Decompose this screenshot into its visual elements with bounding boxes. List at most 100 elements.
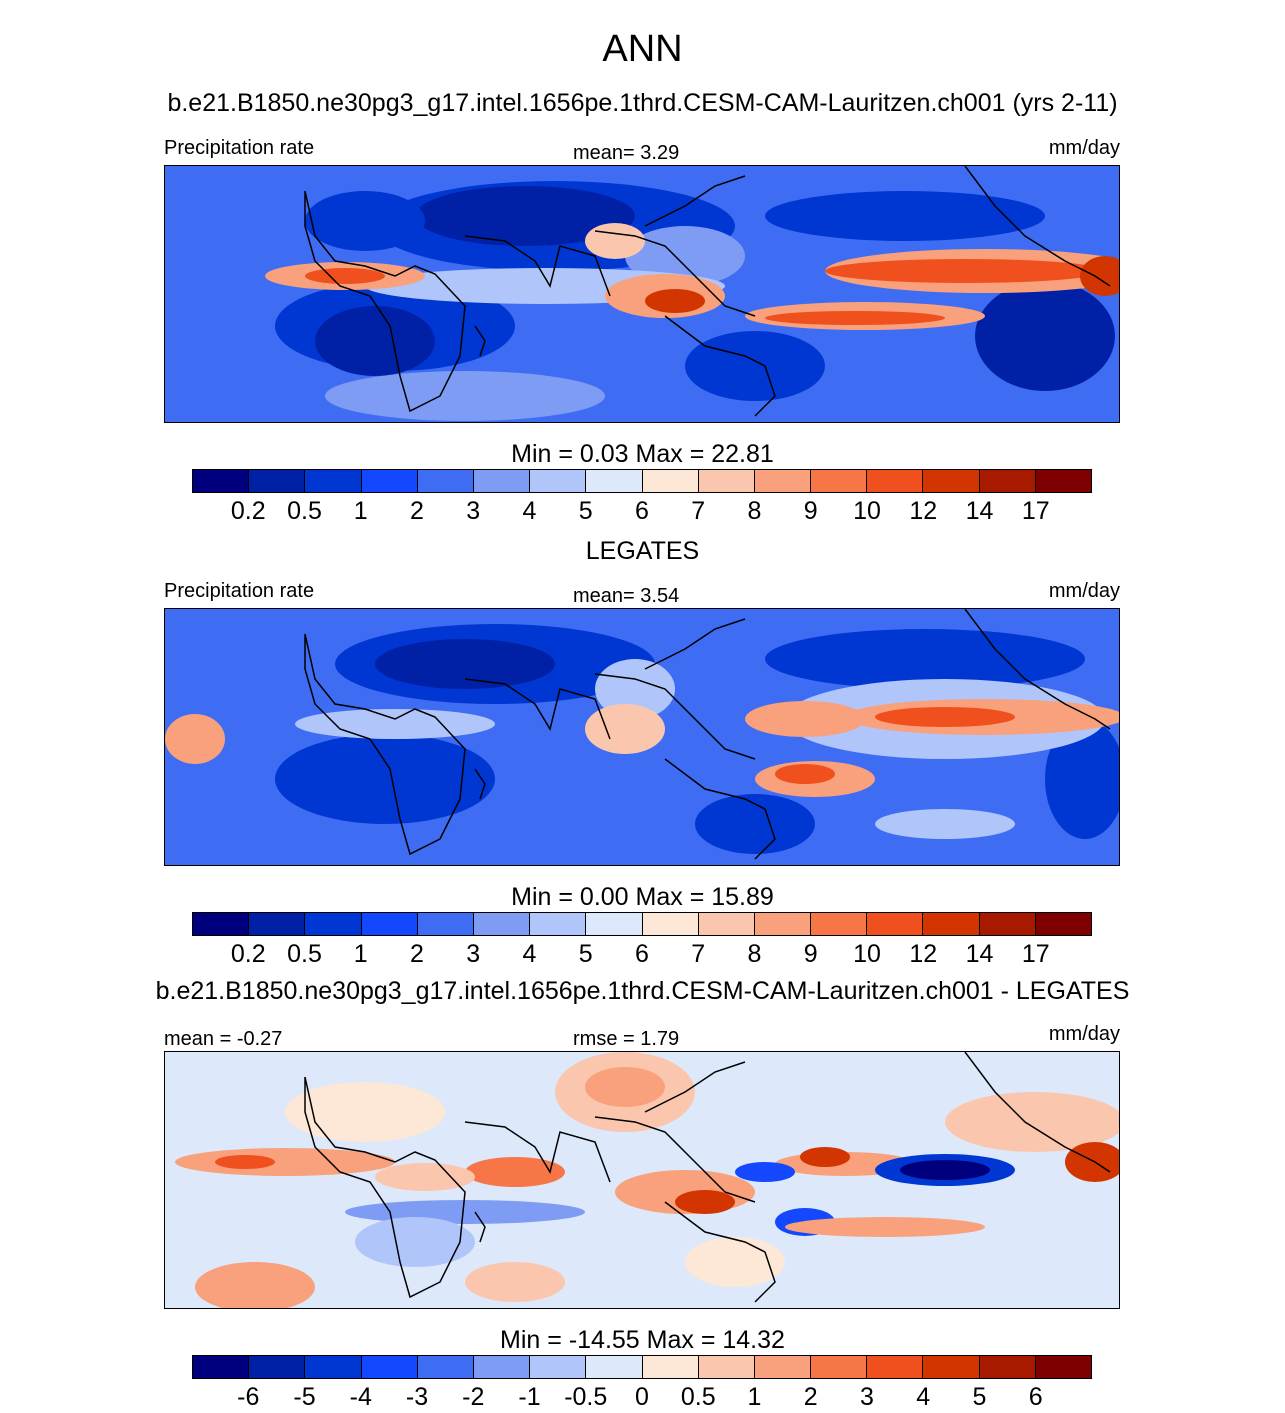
colorbar-segment: [361, 913, 418, 935]
colorbar-segment: [923, 913, 980, 935]
colorbar-tick-label: -1: [518, 1383, 541, 1411]
colorbar-tick-label: 4: [522, 497, 537, 525]
colorbar-tick-label: 9: [803, 940, 818, 968]
colorbar-tick-label: 17: [1021, 497, 1050, 525]
colorbar-segment: [867, 1356, 924, 1378]
colorbar-tick-label: 6: [635, 940, 649, 968]
colorbar-tick-label: 3: [860, 1383, 874, 1411]
colorbar-tick-label: -6: [237, 1383, 260, 1411]
panel-obs-colorbar-labels: 0.2 0.5 1 2 3 4 5 6 7 8 9 10 12 14 17: [192, 940, 1092, 970]
panel-model-mean-label: mean= 3.29: [573, 142, 680, 164]
panel-diff-colorbar: [192, 1355, 1092, 1379]
colorbar-segment: [249, 470, 306, 492]
colorbar-tick-label: 0.2: [230, 940, 266, 968]
panel-obs-variable-label: Precipitation rate: [164, 580, 315, 602]
colorbar-segment: [586, 470, 643, 492]
colorbar-tick-label: 1: [353, 497, 368, 525]
colorbar-segment: [586, 913, 643, 935]
colorbar-segment: [473, 913, 531, 935]
colorbar-segment: [867, 913, 924, 935]
colorbar-segment: [417, 913, 474, 935]
panel-diff-minmax: Min = -14.55 Max = 14.32: [500, 1326, 785, 1354]
coastlines: [304, 166, 1111, 417]
colorbar-tick-label: -2: [462, 1383, 485, 1411]
colorbar-segment: [642, 913, 699, 935]
colorbar-segment: [979, 1356, 1036, 1378]
panel-model-colorbar-labels: 0.2 0.5 1 2 3 4 5 6 7 8 9 10 12 14 17: [192, 497, 1092, 527]
panel-diff-map: [164, 1051, 1120, 1309]
colorbar-segment: [305, 1356, 362, 1378]
colorbar-tick-label: 5: [972, 1383, 987, 1411]
colorbar-tick-label: 7: [691, 497, 706, 525]
colorbar-segment: [811, 470, 868, 492]
colorbar-tick-label: 5: [578, 497, 593, 525]
panel-obs-map: [164, 608, 1120, 866]
colorbar-segment: [698, 1356, 755, 1378]
colorbar-segment: [642, 1356, 699, 1378]
panel-obs-units-label: mm/day: [1048, 580, 1120, 602]
precip-field: [265, 181, 1119, 421]
colorbar-segment: [1035, 913, 1091, 935]
panel-model-colorbar: [192, 469, 1092, 493]
colorbar-segment: [586, 1356, 643, 1378]
colorbar-tick-label: 12: [909, 497, 938, 525]
colorbar-tick-label: 14: [965, 497, 994, 525]
coastlines: [304, 609, 1111, 860]
colorbar-tick-label: 0.5: [680, 1383, 716, 1411]
colorbar-segment: [811, 1356, 868, 1378]
colorbar-tick-label: 1: [353, 940, 368, 968]
colorbar-segment: [923, 470, 980, 492]
panel-diff-units-label: mm/day: [1048, 1023, 1120, 1045]
coastlines: [304, 1052, 1111, 1303]
precip-field: [165, 624, 1119, 854]
colorbar-segment: [811, 913, 868, 935]
colorbar-tick-label: 2: [410, 940, 424, 968]
colorbar-segment: [530, 470, 587, 492]
colorbar-segment: [979, 913, 1036, 935]
colorbar-segment: [473, 470, 531, 492]
colorbar-segment: [361, 1356, 418, 1378]
colorbar-tick-label: 5: [578, 940, 593, 968]
colorbar-tick-label: -5: [293, 1383, 316, 1411]
colorbar-segment: [979, 470, 1036, 492]
colorbar-tick-label: 12: [909, 940, 938, 968]
panel-diff-mean-label: mean = -0.27: [164, 1028, 283, 1050]
panel-model-units-label: mm/day: [1048, 137, 1120, 159]
colorbar-tick-label: 4: [522, 940, 537, 968]
colorbar-segment: [417, 470, 474, 492]
colorbar-segment: [698, 913, 755, 935]
figure-title: ANN: [602, 28, 683, 70]
colorbar-tick-label: 0.2: [230, 497, 266, 525]
colorbar-segment: [754, 1356, 812, 1378]
panel-model-minmax: Min = 0.03 Max = 22.81: [511, 440, 774, 468]
colorbar-segment: [305, 913, 362, 935]
colorbar-tick-label: 3: [466, 940, 481, 968]
panel-diff-title: b.e21.B1850.ne30pg3_g17.intel.1656pe.1th…: [155, 977, 1130, 1005]
colorbar-tick-label: -4: [349, 1383, 372, 1411]
colorbar-tick-label: 10: [853, 497, 881, 525]
colorbar-tick-label: -0.5: [564, 1383, 608, 1411]
colorbar-tick-label: 6: [635, 497, 649, 525]
colorbar-segment: [417, 1356, 474, 1378]
colorbar-tick-label: 9: [803, 497, 818, 525]
colorbar-tick-label: 0.5: [287, 497, 322, 525]
colorbar-segment: [1035, 470, 1091, 492]
colorbar-segment: [530, 1356, 587, 1378]
panel-diff-rmse-label: rmse = 1.79: [573, 1028, 680, 1050]
diff-field: [175, 1052, 1119, 1308]
colorbar-tick-label: 10: [853, 940, 881, 968]
panel-obs-mean-label: mean= 3.54: [573, 585, 680, 607]
colorbar-tick-label: -3: [405, 1383, 429, 1411]
colorbar-segment: [754, 913, 812, 935]
colorbar-tick-label: 14: [965, 940, 994, 968]
panel-diff-colorbar-labels: -6 -5 -4 -3 -2 -1 -0.5 0 0.5 1 2 3 4 5 6: [192, 1383, 1092, 1413]
colorbar-segment: [530, 913, 587, 935]
panel-obs-minmax: Min = 0.00 Max = 15.89: [511, 883, 774, 911]
colorbar-tick-label: 4: [916, 1383, 931, 1411]
colorbar-segment: [923, 1356, 980, 1378]
colorbar-tick-label: 1: [747, 1383, 762, 1411]
panel-model-map: [164, 165, 1120, 423]
colorbar-tick-label: 8: [747, 940, 762, 968]
colorbar-tick-label: 2: [410, 497, 424, 525]
colorbar-segment: [473, 1356, 531, 1378]
